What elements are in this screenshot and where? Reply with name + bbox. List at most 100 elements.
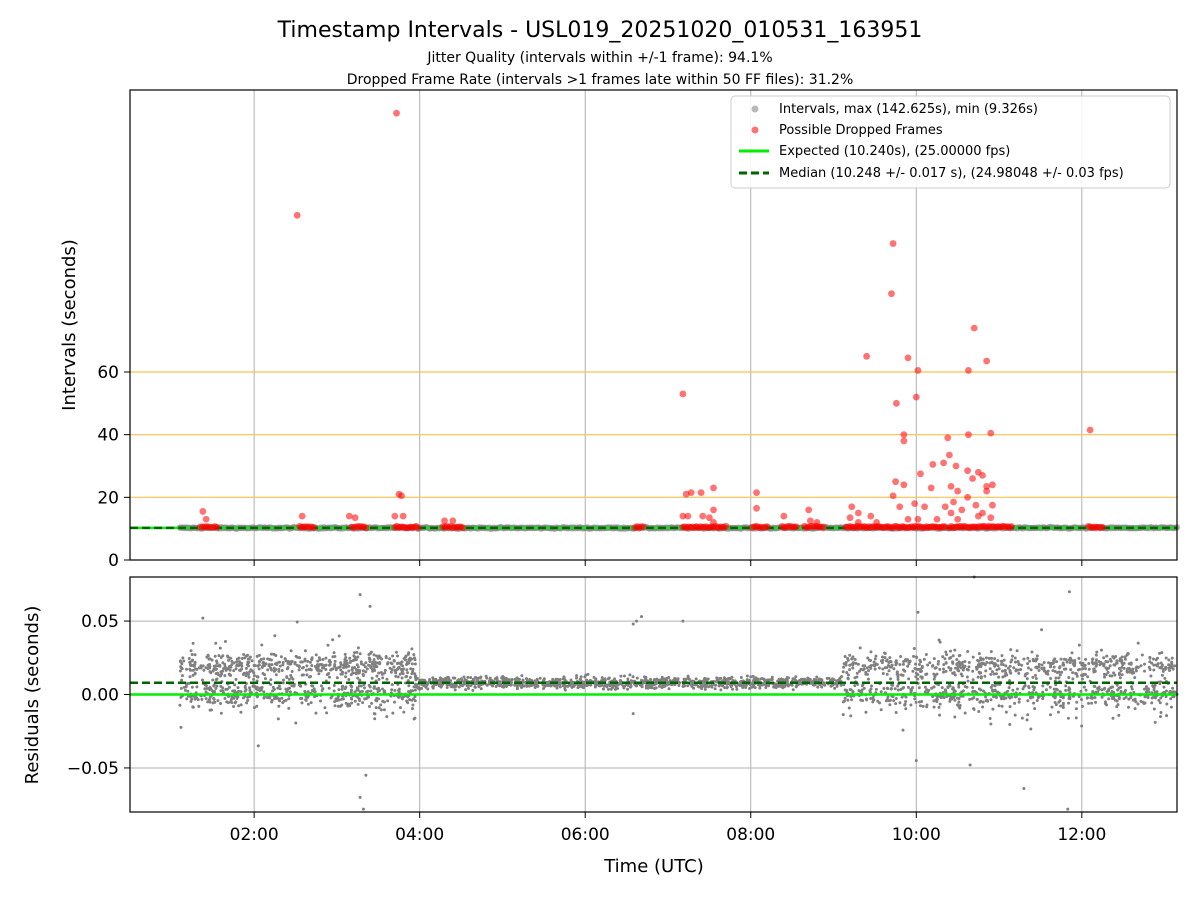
residual-point (1013, 660, 1017, 664)
residual-point (872, 663, 876, 667)
residual-point (593, 682, 597, 686)
residual-point (600, 683, 604, 687)
residual-point (770, 675, 774, 679)
dropped-frame-point (213, 523, 221, 531)
residual-point (344, 655, 348, 659)
residual-point (253, 663, 257, 667)
residual-point (1061, 696, 1065, 700)
dropped-frame-point (345, 512, 353, 520)
residual-point (885, 672, 889, 676)
residual-point (1107, 666, 1111, 670)
residual-point (1008, 696, 1012, 700)
residual-point (706, 677, 710, 681)
residual-point (463, 678, 467, 682)
residual-point (1087, 662, 1091, 666)
residual-point (413, 695, 417, 699)
residual-point (263, 664, 267, 668)
intervals-plot-frame (129, 89, 1178, 561)
residual-point (883, 666, 887, 670)
residual-point (914, 655, 918, 659)
residual-point (846, 658, 850, 662)
residual-point (1150, 701, 1154, 705)
residual-point (243, 689, 247, 693)
residual-point (917, 663, 921, 667)
residual-point (385, 677, 389, 681)
residual-point (247, 675, 251, 679)
residual-point (410, 647, 414, 651)
dropped-frame-point (929, 461, 937, 468)
residual-point (719, 688, 723, 692)
residual-point (1075, 700, 1079, 704)
residual-point (1048, 685, 1052, 689)
residual-point (692, 686, 696, 690)
residual-point (1040, 666, 1044, 670)
residual-point (1025, 718, 1029, 722)
dropped-frame-point (952, 462, 960, 470)
residual-point (1126, 652, 1130, 656)
residual-point (1015, 649, 1019, 653)
residual-point (306, 702, 310, 706)
residual-point (787, 683, 791, 687)
residual-point (791, 677, 795, 681)
residual-point (920, 675, 924, 679)
residual-point (298, 656, 302, 660)
residual-point (385, 715, 389, 719)
residual-point (832, 678, 836, 682)
dropped-frame-point (710, 519, 717, 526)
residual-point (820, 685, 824, 689)
intervals-y-tick-label: 20 (97, 488, 119, 508)
residual-point (963, 660, 967, 664)
dropped-frame-point (944, 434, 952, 442)
residual-point (299, 660, 303, 664)
x-axis-label: Time (UTC) (603, 856, 704, 877)
residual-point (1017, 700, 1021, 704)
residual-point (806, 677, 810, 681)
x-tick-label: 08:00 (726, 825, 775, 845)
residual-point (578, 677, 582, 681)
residual-point (953, 673, 957, 677)
residual-point (979, 656, 983, 660)
residual-point (1016, 687, 1020, 691)
residual-point (1074, 707, 1078, 711)
residual-point (418, 678, 422, 682)
legend-median-label: Median (10.248 +/- 0.017 s), (24.98048 +… (779, 166, 1124, 181)
residual-point (236, 686, 240, 690)
dropped-frame-point (954, 487, 962, 495)
residual-point (195, 685, 199, 689)
residual-point (304, 698, 308, 702)
intervals-y-tick-label: 0 (108, 551, 119, 571)
residual-point (569, 678, 573, 682)
residual-point (849, 714, 853, 718)
residual-point (538, 676, 542, 680)
residual-point (281, 661, 285, 665)
residual-point (686, 676, 690, 680)
residual-point (285, 675, 289, 679)
residual-point (303, 649, 307, 653)
residual-point (655, 677, 659, 681)
residual-point (1061, 701, 1065, 705)
residual-point (395, 661, 399, 665)
residual-point (374, 706, 378, 710)
residual-point (1094, 653, 1098, 657)
residual-point (1165, 714, 1169, 718)
residual-point (904, 700, 908, 704)
residual-point (522, 684, 526, 688)
residual-point (803, 679, 807, 683)
residual-point (999, 659, 1003, 663)
residual-point (479, 687, 483, 691)
residual-point (851, 655, 855, 659)
residual-point (469, 676, 473, 680)
residual-point (909, 703, 913, 707)
residual-point (930, 664, 934, 668)
residual-point (488, 678, 492, 682)
residual-point (1159, 666, 1163, 670)
residual-point (445, 686, 449, 690)
residual-point (1033, 673, 1037, 677)
residual-point (229, 656, 233, 660)
residual-point (758, 686, 762, 690)
residual-point (1120, 673, 1124, 677)
residual-point (1028, 659, 1032, 663)
residual-point (193, 671, 197, 675)
residual-point (959, 666, 963, 670)
